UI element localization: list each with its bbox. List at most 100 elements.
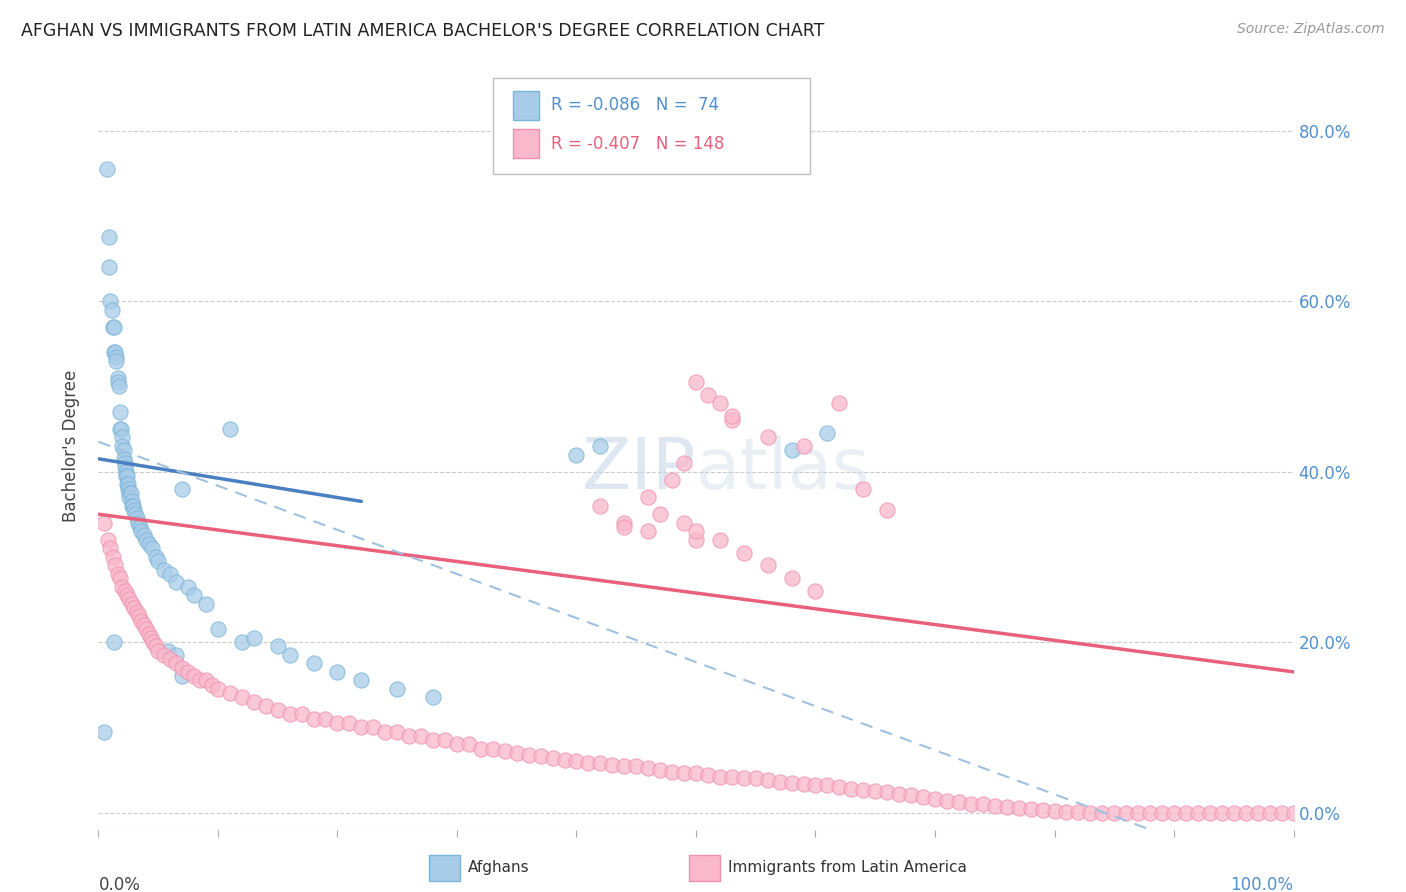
Point bbox=[745, 772, 768, 786]
Point bbox=[350, 673, 373, 688]
Point bbox=[565, 755, 588, 769]
Point bbox=[278, 707, 301, 722]
Point bbox=[121, 499, 143, 513]
Point bbox=[243, 695, 266, 709]
Point bbox=[98, 260, 121, 274]
Point bbox=[960, 797, 983, 811]
Point bbox=[411, 729, 433, 743]
Point bbox=[793, 776, 815, 790]
Point bbox=[177, 665, 200, 679]
Point bbox=[195, 597, 218, 611]
Point bbox=[103, 319, 125, 334]
Point bbox=[165, 648, 187, 662]
Point bbox=[172, 660, 194, 674]
Point bbox=[124, 507, 146, 521]
Point bbox=[107, 566, 129, 581]
Point bbox=[506, 746, 529, 760]
Point bbox=[254, 698, 277, 713]
Point bbox=[1282, 805, 1305, 820]
Point bbox=[315, 712, 337, 726]
Point bbox=[128, 609, 150, 624]
Point bbox=[1271, 805, 1294, 820]
Point bbox=[145, 640, 167, 654]
Point bbox=[114, 583, 136, 598]
Point bbox=[100, 302, 122, 317]
Point bbox=[517, 747, 540, 762]
Point bbox=[131, 614, 153, 628]
Point bbox=[602, 757, 624, 772]
Point bbox=[1199, 805, 1222, 820]
Point bbox=[267, 703, 290, 717]
Point bbox=[446, 737, 468, 751]
Point bbox=[661, 764, 683, 779]
Point bbox=[374, 724, 396, 739]
Point bbox=[108, 571, 131, 585]
Point bbox=[131, 524, 153, 539]
Point bbox=[127, 516, 149, 530]
Point bbox=[278, 648, 301, 662]
Point bbox=[121, 494, 143, 508]
Point bbox=[648, 507, 672, 521]
Point bbox=[172, 482, 194, 496]
Point bbox=[852, 783, 875, 797]
Point bbox=[112, 443, 135, 458]
Point bbox=[815, 778, 838, 792]
Point bbox=[165, 575, 187, 590]
Point bbox=[115, 468, 138, 483]
Text: AFGHAN VS IMMIGRANTS FROM LATIN AMERICA BACHELOR'S DEGREE CORRELATION CHART: AFGHAN VS IMMIGRANTS FROM LATIN AMERICA … bbox=[21, 22, 824, 40]
Point bbox=[103, 635, 125, 649]
Point bbox=[156, 643, 179, 657]
Point bbox=[172, 669, 194, 683]
Point bbox=[709, 396, 731, 410]
Point bbox=[183, 669, 205, 683]
Point bbox=[756, 558, 779, 573]
Point bbox=[1019, 802, 1042, 816]
Point bbox=[685, 766, 707, 780]
Point bbox=[183, 588, 205, 602]
Point bbox=[291, 707, 314, 722]
Point bbox=[661, 473, 683, 487]
Point bbox=[104, 558, 127, 573]
Point bbox=[135, 622, 157, 636]
Point bbox=[1091, 805, 1114, 820]
Point bbox=[422, 733, 444, 747]
Point bbox=[613, 758, 636, 772]
Point bbox=[207, 622, 229, 636]
Point bbox=[111, 430, 134, 444]
Point bbox=[398, 729, 420, 743]
Point bbox=[363, 720, 385, 734]
Point bbox=[125, 605, 148, 619]
Point bbox=[105, 353, 128, 368]
Point bbox=[115, 465, 138, 479]
Point bbox=[709, 533, 731, 547]
Point bbox=[339, 716, 361, 731]
Text: 100.0%: 100.0% bbox=[1230, 876, 1294, 892]
Point bbox=[589, 439, 612, 453]
Point bbox=[326, 665, 349, 679]
Point bbox=[385, 724, 409, 739]
Point bbox=[1043, 804, 1066, 818]
Point bbox=[685, 524, 707, 539]
Point bbox=[302, 657, 325, 671]
Point bbox=[541, 751, 564, 765]
Point bbox=[1056, 805, 1078, 819]
Point bbox=[637, 761, 659, 775]
Point bbox=[139, 631, 162, 645]
Point bbox=[768, 774, 790, 789]
Y-axis label: Bachelor's Degree: Bachelor's Degree bbox=[62, 370, 80, 522]
Point bbox=[159, 652, 181, 666]
Point bbox=[889, 787, 911, 801]
Point bbox=[177, 580, 200, 594]
Point bbox=[637, 490, 659, 504]
Point bbox=[876, 503, 898, 517]
Point bbox=[219, 422, 242, 436]
Point bbox=[138, 626, 160, 640]
Point bbox=[613, 520, 636, 534]
Point bbox=[721, 413, 744, 427]
Point bbox=[804, 583, 827, 598]
Point bbox=[111, 439, 134, 453]
Point bbox=[841, 781, 863, 796]
Point bbox=[101, 549, 124, 564]
Point bbox=[142, 635, 165, 649]
Point bbox=[673, 456, 696, 470]
